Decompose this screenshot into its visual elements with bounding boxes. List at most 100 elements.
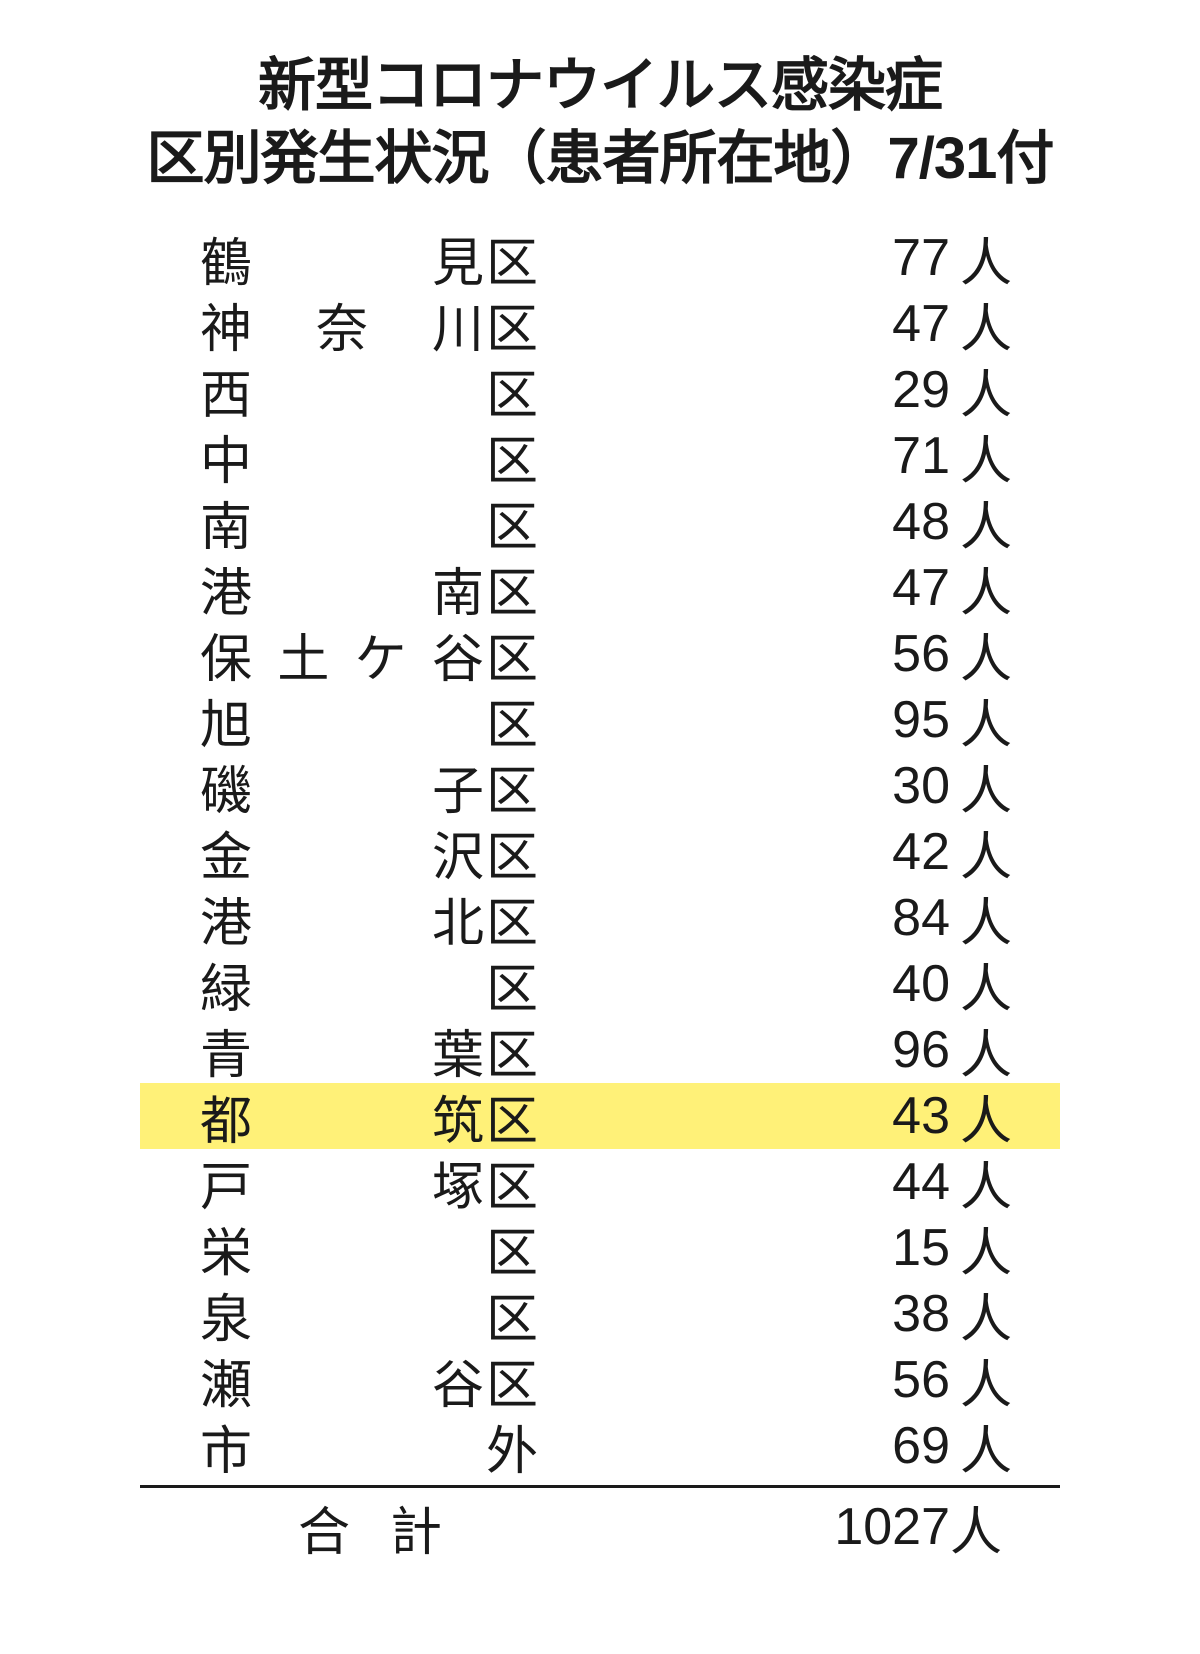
ward-prefix: 緑: [200, 947, 486, 1022]
table-row: 緑区40人: [140, 951, 1060, 1017]
ward-value: 47: [540, 558, 960, 618]
ward-prefix: 戸塚: [200, 1145, 486, 1220]
ward-prefix: 栄: [200, 1211, 486, 1286]
total-value: 1027: [540, 1497, 950, 1557]
ward-name: 緑区: [200, 947, 540, 1022]
total-row: 合計 1027 人: [140, 1492, 1060, 1562]
ward-name: 保土ケ谷区: [200, 617, 540, 692]
ward-name: 泉区: [200, 1277, 540, 1352]
ward-suffix: 区: [486, 881, 540, 956]
table-row: 瀬谷区56人: [140, 1347, 1060, 1413]
table-row: 市外69人: [140, 1413, 1060, 1479]
total-unit: 人: [950, 1490, 1020, 1565]
table-row: 鶴見区77人: [140, 225, 1060, 291]
ward-suffix: 区: [486, 287, 540, 362]
ward-prefix: 金沢: [200, 815, 486, 890]
table-row: 西区29人: [140, 357, 1060, 423]
ward-value: 71: [540, 426, 960, 486]
table-row: 中区71人: [140, 423, 1060, 489]
ward-unit: 人: [960, 1277, 1020, 1352]
table-row: 保土ケ谷区56人: [140, 621, 1060, 687]
ward-value: 30: [540, 756, 960, 816]
ward-prefix: 鶴見: [200, 221, 486, 296]
table-row: 戸塚区44人: [140, 1149, 1060, 1215]
ward-name: 戸塚区: [200, 1145, 540, 1220]
ward-value: 15: [540, 1218, 960, 1278]
ward-suffix: 区: [486, 1013, 540, 1088]
ward-unit: 人: [960, 1079, 1020, 1154]
ward-suffix: 区: [486, 947, 540, 1022]
ward-suffix: 外: [486, 1409, 540, 1484]
ward-name: 港北区: [200, 881, 540, 956]
table-row: 磯子区30人: [140, 753, 1060, 819]
ward-value: 84: [540, 888, 960, 948]
ward-prefix: 西: [200, 353, 486, 428]
ward-prefix: 瀬谷: [200, 1343, 486, 1418]
ward-prefix: 港南: [200, 551, 486, 626]
ward-unit: 人: [960, 815, 1020, 890]
ward-name: 金沢区: [200, 815, 540, 890]
ward-name: 市外: [200, 1409, 540, 1484]
ward-name: 瀬谷区: [200, 1343, 540, 1418]
ward-suffix: 区: [486, 353, 540, 428]
ward-value: 47: [540, 294, 960, 354]
ward-prefix: 神奈川: [200, 287, 486, 362]
ward-name: 南区: [200, 485, 540, 560]
table-row: 都筑区43人: [140, 1083, 1060, 1149]
ward-prefix: 旭: [200, 683, 486, 758]
ward-value: 43: [540, 1086, 960, 1146]
ward-suffix: 区: [486, 1277, 540, 1352]
title-line-2: 区別発生状況（患者所在地）7/31付: [60, 123, 1140, 196]
table-row: 金沢区42人: [140, 819, 1060, 885]
ward-prefix: 青葉: [200, 1013, 486, 1088]
ward-suffix: 区: [486, 617, 540, 692]
table-row: 南区48人: [140, 489, 1060, 555]
ward-name: 磯子区: [200, 749, 540, 824]
ward-unit: 人: [960, 1211, 1020, 1286]
table-row: 港南区47人: [140, 555, 1060, 621]
ward-prefix: 中: [200, 419, 486, 494]
ward-unit: 人: [960, 1409, 1020, 1484]
table-row: 神奈川区47人: [140, 291, 1060, 357]
ward-prefix: 泉: [200, 1277, 486, 1352]
ward-value: 69: [540, 1416, 960, 1476]
ward-suffix: 区: [486, 551, 540, 626]
ward-name: 青葉区: [200, 1013, 540, 1088]
ward-unit: 人: [960, 1013, 1020, 1088]
ward-value: 42: [540, 822, 960, 882]
table-row: 栄区15人: [140, 1215, 1060, 1281]
ward-prefix: 市: [200, 1409, 486, 1484]
ward-name: 中区: [200, 419, 540, 494]
ward-name: 港南区: [200, 551, 540, 626]
ward-unit: 人: [960, 1343, 1020, 1418]
ward-value: 95: [540, 690, 960, 750]
ward-name: 都筑区: [200, 1079, 540, 1154]
ward-value: 44: [540, 1152, 960, 1212]
ward-value: 56: [540, 624, 960, 684]
ward-table: 鶴見区77人神奈川区47人西区29人中区71人南区48人港南区47人保土ケ谷区5…: [140, 225, 1060, 1479]
ward-name: 神奈川区: [200, 287, 540, 362]
ward-unit: 人: [960, 485, 1020, 560]
table-row: 青葉区96人: [140, 1017, 1060, 1083]
ward-value: 48: [540, 492, 960, 552]
ward-prefix: 南: [200, 485, 486, 560]
ward-suffix: 区: [486, 1211, 540, 1286]
ward-name: 西区: [200, 353, 540, 428]
ward-suffix: 区: [486, 815, 540, 890]
ward-unit: 人: [960, 617, 1020, 692]
ward-value: 77: [540, 228, 960, 288]
ward-value: 56: [540, 1350, 960, 1410]
ward-unit: 人: [960, 353, 1020, 428]
ward-unit: 人: [960, 1145, 1020, 1220]
ward-value: 38: [540, 1284, 960, 1344]
ward-prefix: 港北: [200, 881, 486, 956]
table-row: 泉区38人: [140, 1281, 1060, 1347]
table-row: 港北区84人: [140, 885, 1060, 951]
title-line-1: 新型コロナウイルス感染症: [60, 50, 1140, 123]
ward-unit: 人: [960, 749, 1020, 824]
ward-unit: 人: [960, 221, 1020, 296]
total-divider: [140, 1485, 1060, 1488]
ward-suffix: 区: [486, 1343, 540, 1418]
ward-suffix: 区: [486, 1145, 540, 1220]
ward-value: 40: [540, 954, 960, 1014]
